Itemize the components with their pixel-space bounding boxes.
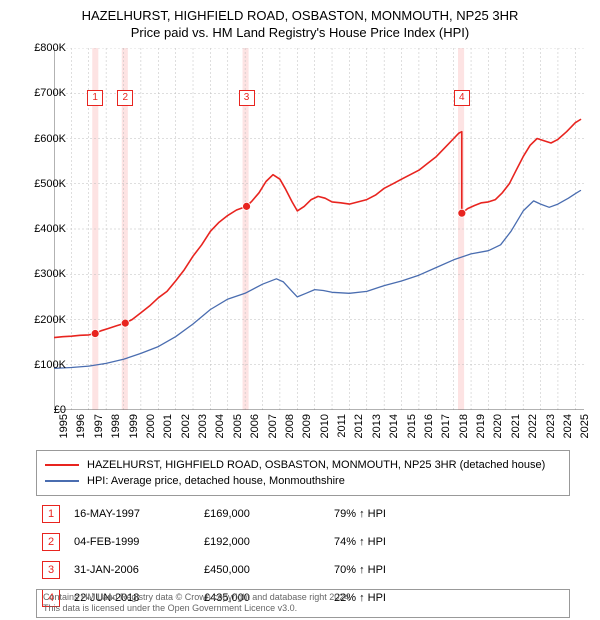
x-tick-label: 2003	[197, 414, 209, 438]
x-tick-label: 2012	[353, 414, 365, 438]
y-tick-label: £700K	[34, 87, 66, 99]
sale-date-3: 31-JAN-2006	[74, 564, 204, 576]
x-tick-label: 2020	[492, 414, 504, 438]
x-tick-label: 2013	[371, 414, 383, 438]
sale-row-1: 1 16-MAY-1997 £169,000 79% ↑ HPI	[36, 500, 570, 528]
y-tick-label: £800K	[34, 42, 66, 54]
chart-sale-badge: 1	[87, 90, 103, 106]
footer-line-1: Contains HM Land Registry data © Crown c…	[43, 592, 563, 603]
x-tick-label: 2025	[579, 414, 591, 438]
x-tick-label: 2008	[284, 414, 296, 438]
chart-area	[54, 48, 584, 410]
y-tick-label: £100K	[34, 359, 66, 371]
y-tick-label: £300K	[34, 268, 66, 280]
x-tick-label: 2007	[267, 414, 279, 438]
x-tick-label: 2016	[423, 414, 435, 438]
legend-item-1: HAZELHURST, HIGHFIELD ROAD, OSBASTON, MO…	[45, 457, 561, 473]
footer-line-2: This data is licensed under the Open Gov…	[43, 603, 563, 614]
legend-item-2: HPI: Average price, detached house, Monm…	[45, 473, 561, 489]
x-tick-label: 2001	[162, 414, 174, 438]
x-tick-label: 2006	[249, 414, 261, 438]
y-tick-label: £500K	[34, 178, 66, 190]
x-tick-label: 2023	[545, 414, 557, 438]
x-tick-label: 2015	[406, 414, 418, 438]
x-tick-label: 2022	[527, 414, 539, 438]
x-tick-label: 1998	[110, 414, 122, 438]
legend-swatch-1	[45, 464, 79, 466]
y-tick-label: £400K	[34, 223, 66, 235]
x-tick-label: 1996	[75, 414, 87, 438]
title-line-1: HAZELHURST, HIGHFIELD ROAD, OSBASTON, MO…	[0, 8, 600, 25]
sale-hpi-3: 70% ↑ HPI	[334, 564, 570, 576]
y-tick-label: £600K	[34, 133, 66, 145]
x-tick-label: 1995	[58, 414, 70, 438]
x-tick-label: 2002	[180, 414, 192, 438]
x-tick-label: 2021	[510, 414, 522, 438]
legend-swatch-2	[45, 480, 79, 482]
sale-price-1: £169,000	[204, 508, 334, 520]
sale-badge-3: 3	[42, 561, 60, 579]
chart-sale-badge: 2	[117, 90, 133, 106]
chart-sale-badge: 3	[239, 90, 255, 106]
chart-svg	[54, 48, 584, 410]
x-tick-label: 1999	[128, 414, 140, 438]
chart-container: HAZELHURST, HIGHFIELD ROAD, OSBASTON, MO…	[0, 0, 600, 620]
x-tick-label: 2000	[145, 414, 157, 438]
legend: HAZELHURST, HIGHFIELD ROAD, OSBASTON, MO…	[36, 450, 570, 496]
sale-date-1: 16-MAY-1997	[74, 508, 204, 520]
x-tick-label: 2005	[232, 414, 244, 438]
x-tick-label: 2009	[301, 414, 313, 438]
sale-date-2: 04-FEB-1999	[74, 536, 204, 548]
x-tick-label: 2018	[458, 414, 470, 438]
x-tick-label: 2011	[336, 414, 348, 438]
legend-label-2: HPI: Average price, detached house, Monm…	[87, 475, 345, 487]
x-tick-label: 2004	[214, 414, 226, 438]
sale-badge-2: 2	[42, 533, 60, 551]
sale-row-3: 3 31-JAN-2006 £450,000 70% ↑ HPI	[36, 556, 570, 584]
chart-title: HAZELHURST, HIGHFIELD ROAD, OSBASTON, MO…	[0, 0, 600, 42]
sale-price-2: £192,000	[204, 536, 334, 548]
x-tick-label: 1997	[93, 414, 105, 438]
sale-row-2: 2 04-FEB-1999 £192,000 74% ↑ HPI	[36, 528, 570, 556]
sale-hpi-1: 79% ↑ HPI	[334, 508, 570, 520]
sale-badge-1: 1	[42, 505, 60, 523]
title-line-2: Price paid vs. HM Land Registry's House …	[0, 25, 600, 42]
x-tick-label: 2019	[475, 414, 487, 438]
y-tick-label: £200K	[34, 314, 66, 326]
x-tick-label: 2014	[388, 414, 400, 438]
legend-label-1: HAZELHURST, HIGHFIELD ROAD, OSBASTON, MO…	[87, 459, 545, 471]
x-tick-label: 2017	[440, 414, 452, 438]
sale-price-3: £450,000	[204, 564, 334, 576]
chart-sale-badge: 4	[454, 90, 470, 106]
x-tick-label: 2010	[319, 414, 331, 438]
x-tick-label: 2024	[562, 414, 574, 438]
footer: Contains HM Land Registry data © Crown c…	[36, 589, 570, 618]
sale-hpi-2: 74% ↑ HPI	[334, 536, 570, 548]
